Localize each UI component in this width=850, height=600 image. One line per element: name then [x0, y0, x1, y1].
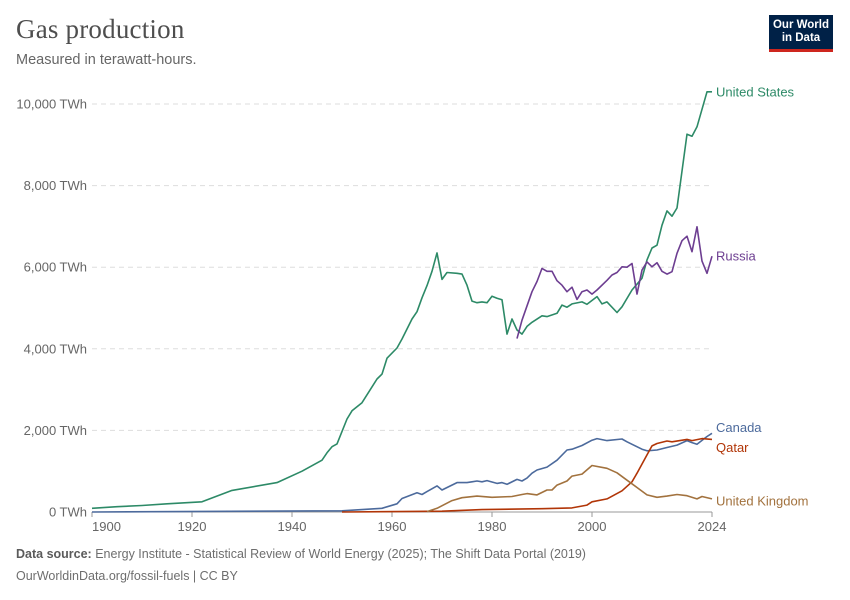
source-label: Data source: [16, 547, 92, 561]
series-line-canada [91, 432, 713, 513]
y-tick-label: 2,000 TWh [24, 423, 87, 438]
y-tick-label: 8,000 TWh [24, 178, 87, 193]
chart-title: Gas production [16, 14, 185, 44]
series-label-united-kingdom: United Kingdom [716, 493, 809, 508]
series-line-russia [516, 226, 713, 339]
source-url[interactable]: OurWorldinData.org/fossil-fuels | CC BY [16, 569, 238, 583]
series-line-united-states [91, 91, 712, 510]
series-label-qatar: Qatar [716, 440, 749, 455]
logo-line2: in Data [781, 32, 821, 44]
x-tick-label: 1920 [178, 519, 207, 534]
source-text: Energy Institute - Statistical Review of… [95, 547, 586, 561]
series-line-qatar [341, 437, 713, 513]
series-label-russia: Russia [716, 249, 757, 264]
series-label-canada: Canada [716, 420, 762, 435]
series-line-united-kingdom [426, 464, 713, 513]
y-tick-label: 6,000 TWh [24, 260, 87, 275]
y-tick-label: 10,000 TWh [16, 97, 87, 112]
x-tick-label: 2000 [578, 519, 607, 534]
owid-logo[interactable]: Our World in Data [769, 15, 833, 52]
x-tick-label: 2024 [698, 519, 727, 534]
x-tick-label: 1960 [378, 519, 407, 534]
data-source: Data source: Energy Institute - Statisti… [16, 547, 586, 561]
chart-subtitle: Measured in terawatt-hours. [16, 52, 197, 68]
x-tick-label: 1900 [92, 519, 121, 534]
series-label-united-states: United States [716, 84, 795, 99]
logo-line1: Our World [772, 19, 829, 31]
y-tick-label: 0 TWh [49, 505, 87, 520]
x-tick-label: 1980 [478, 519, 507, 534]
x-tick-label: 1940 [278, 519, 307, 534]
y-tick-label: 4,000 TWh [24, 341, 87, 356]
